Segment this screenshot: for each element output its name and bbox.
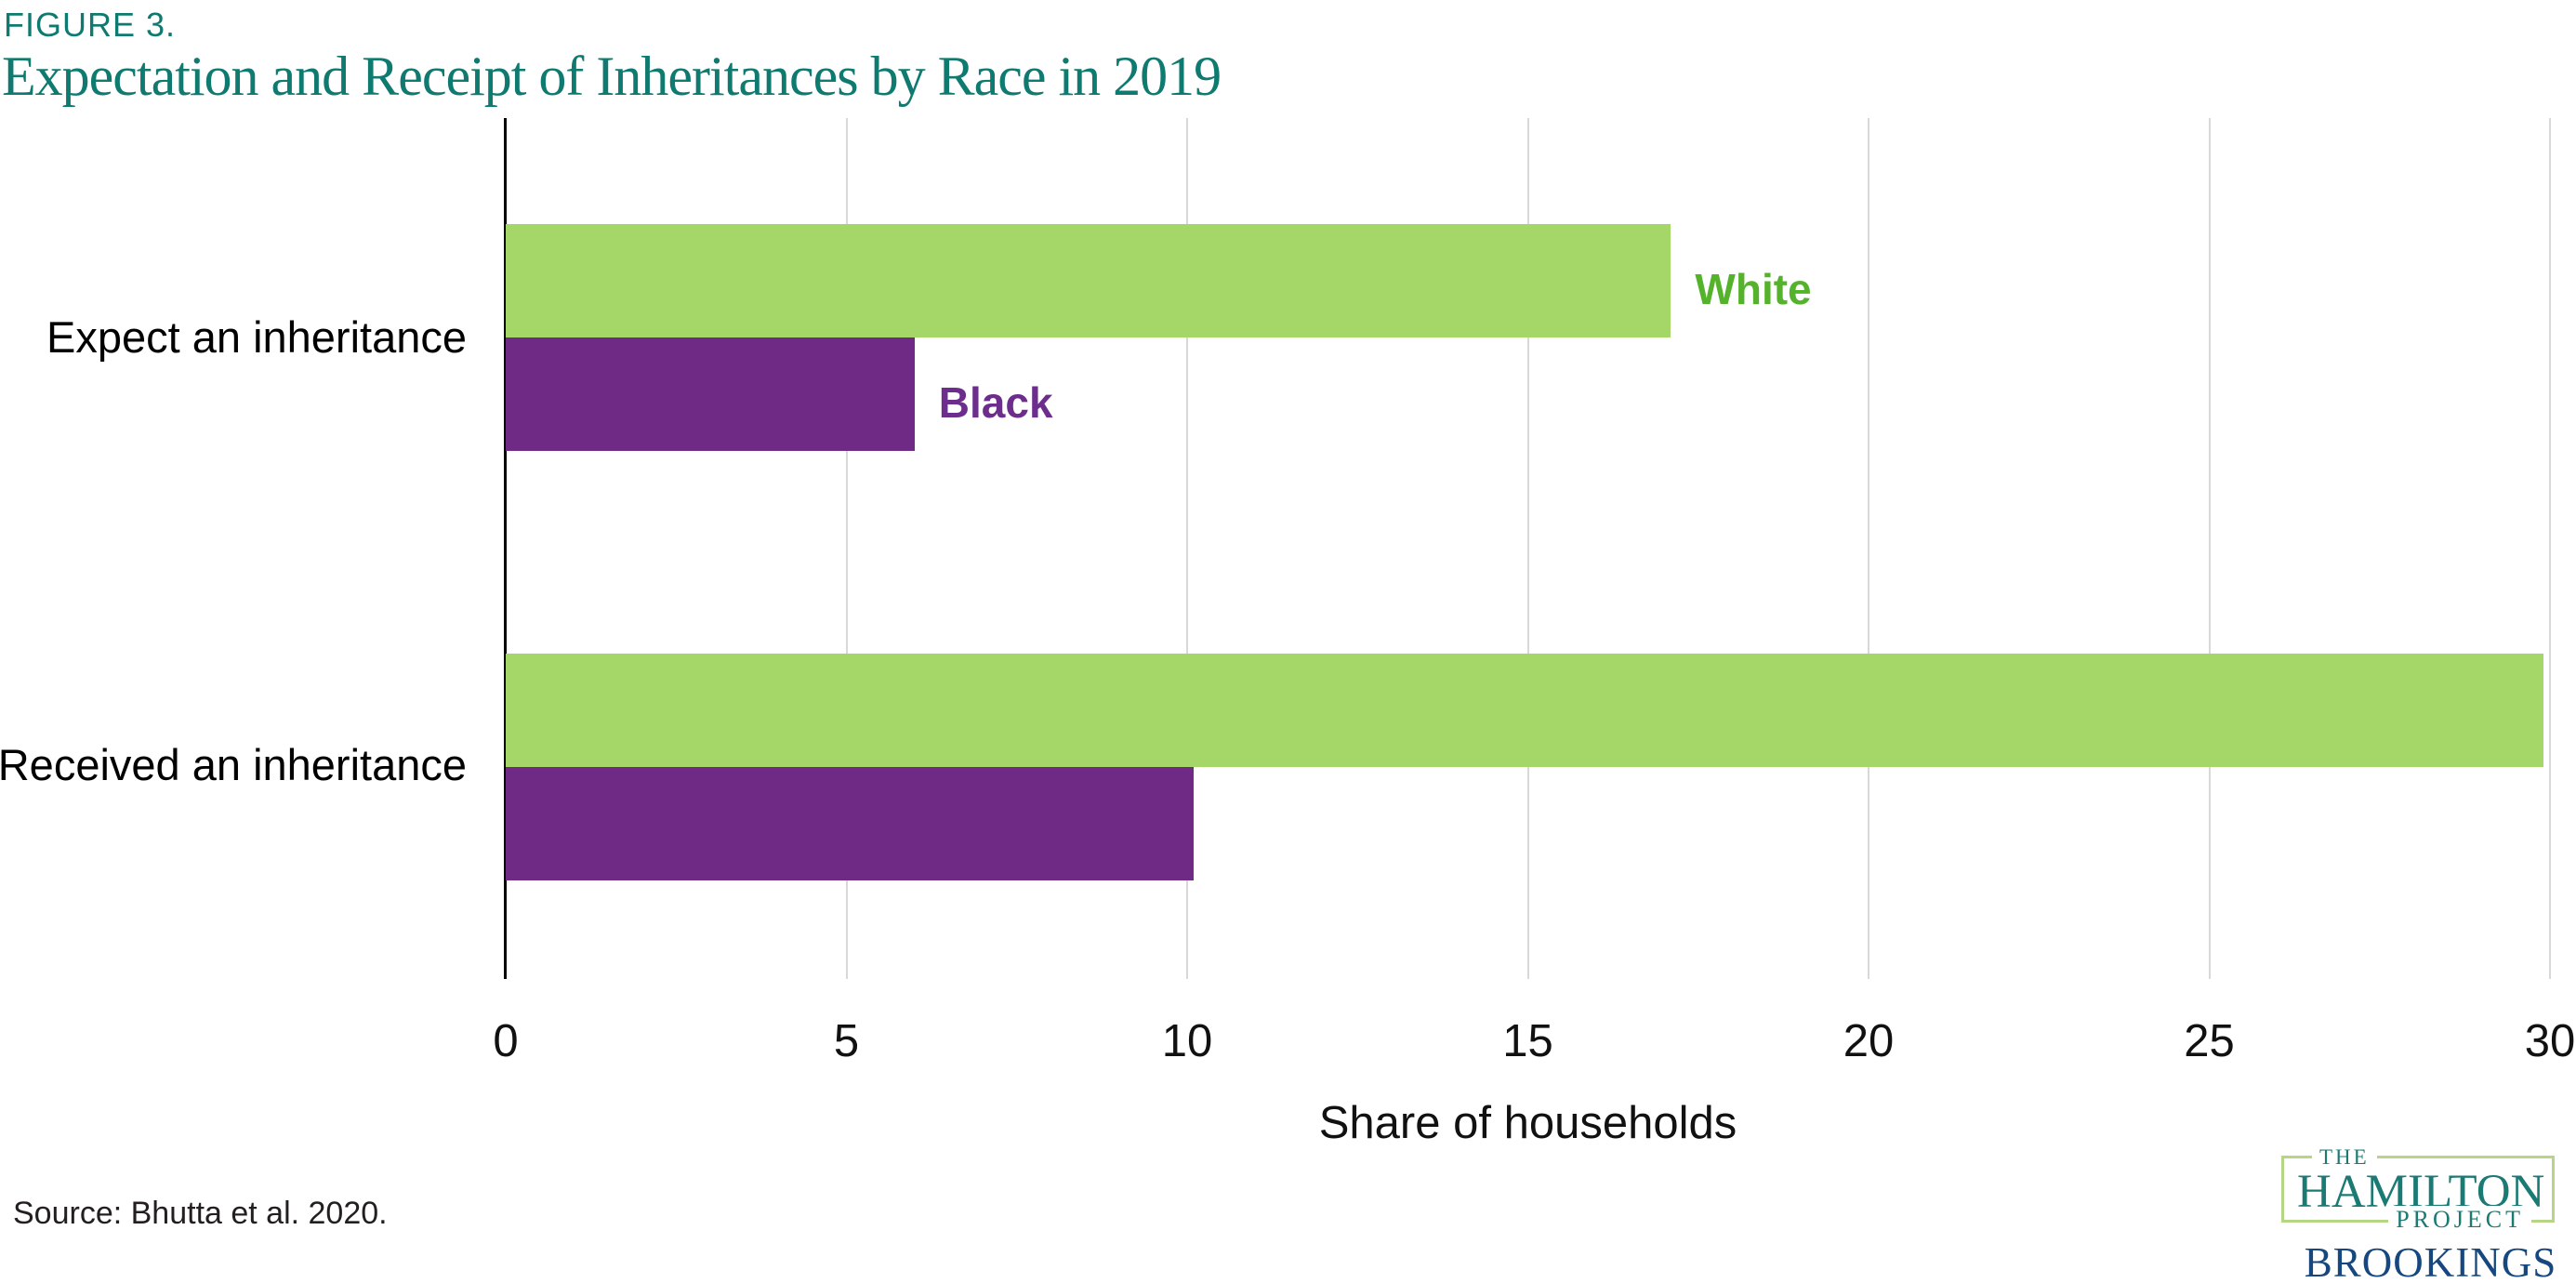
x-tick-label: 30 — [2524, 1016, 2576, 1066]
category-label-received: Received an inheritance — [0, 740, 467, 789]
source-note: Source: Bhutta et al. 2020. — [13, 1196, 388, 1231]
bar-white-expect — [506, 224, 1671, 337]
x-tick-label: 15 — [1502, 1016, 1553, 1066]
x-tick-label: 25 — [2184, 1016, 2235, 1066]
x-gridline — [1868, 118, 1869, 979]
figure-label: FIGURE 3. — [4, 6, 177, 44]
hamilton-project-logo: THE HAMILTON PROJECT — [2281, 1145, 2555, 1234]
x-gridline — [1526, 118, 1529, 979]
x-axis-label: Share of households — [1318, 1098, 1737, 1148]
y-axis-line — [504, 118, 507, 979]
logo-project-text: PROJECT — [2388, 1206, 2531, 1234]
x-gridline — [2208, 118, 2211, 979]
bar-black-received — [506, 767, 1195, 880]
bar-black-expect — [506, 337, 915, 451]
x-gridline — [845, 118, 848, 979]
x-gridline — [1186, 118, 1188, 979]
plot-area: White Black — [504, 118, 2551, 979]
x-tick-label: 10 — [1161, 1016, 1213, 1066]
chart-title: Expectation and Receipt of Inheritances … — [2, 46, 1222, 107]
x-tick-label: 0 — [493, 1016, 519, 1066]
brookings-wordmark: BROOKINGS — [2304, 1239, 2557, 1283]
x-tick-label: 20 — [1843, 1016, 1895, 1066]
x-gridline — [2549, 118, 2551, 979]
series-label-black: Black — [938, 378, 1053, 427]
category-label-expect: Expect an inheritance — [46, 312, 467, 362]
bar-white-received — [506, 654, 2543, 767]
x-tick-label: 5 — [833, 1016, 860, 1066]
series-label-white: White — [1695, 265, 1812, 313]
